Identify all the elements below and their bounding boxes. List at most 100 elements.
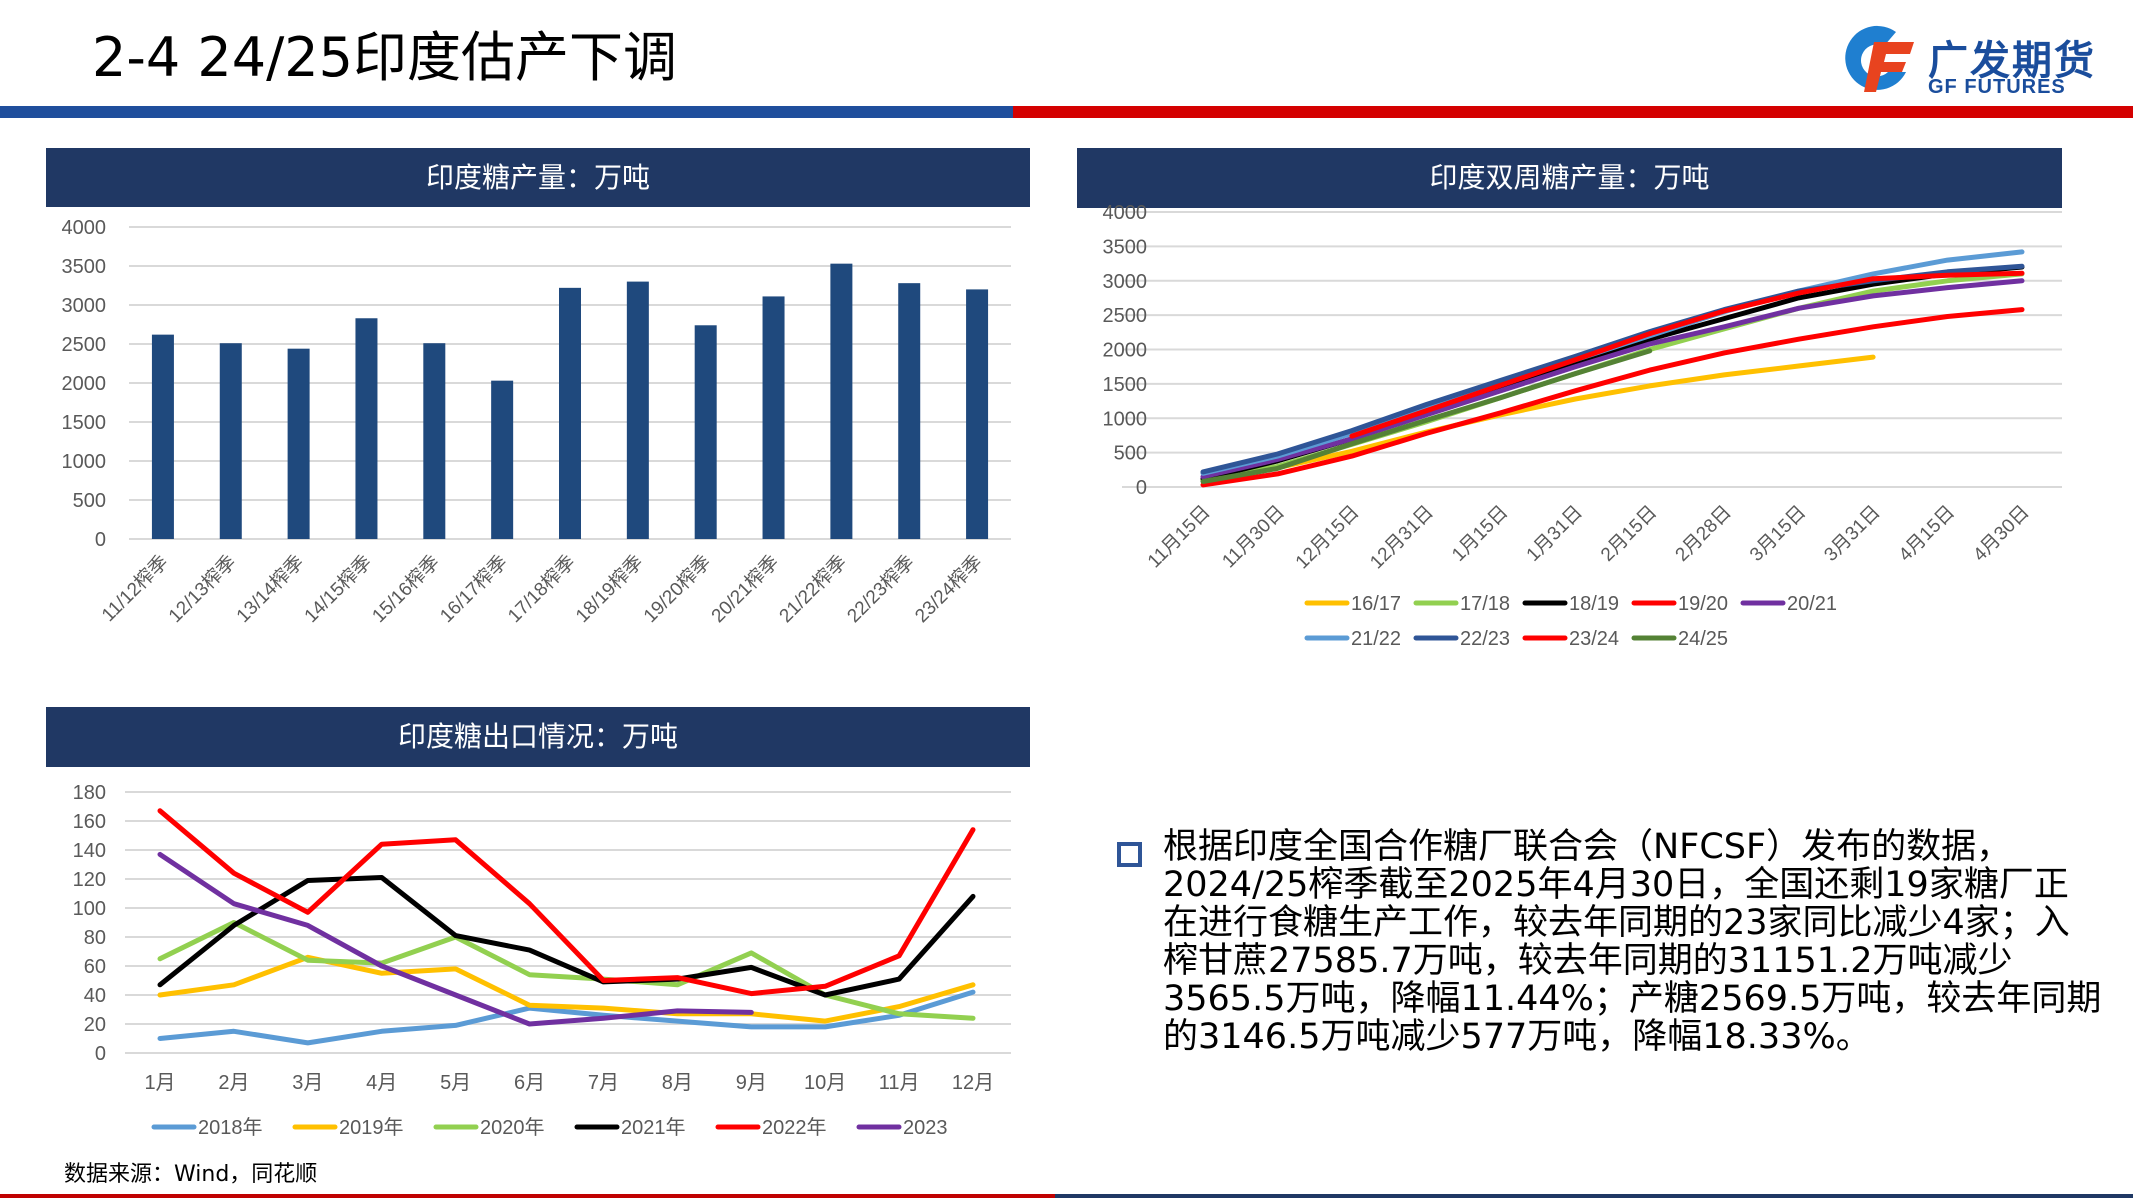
x-tick-label: 17/18榨季 — [503, 551, 579, 627]
series-line-22/23 — [1200, 263, 2025, 475]
x-tick-label: 3月31日 — [1820, 502, 1884, 566]
y-tick-label: 2500 — [62, 334, 107, 356]
x-tick-label: 4月15日 — [1895, 502, 1959, 566]
biweekly-chart-title: 印度双周糖产量：万吨 — [1077, 148, 2062, 208]
x-tick-label: 5月 — [440, 1072, 471, 1094]
series-line-2022年 — [157, 808, 976, 997]
legend-label: 20/21 — [1787, 593, 1837, 615]
legend-label: 2020年 — [480, 1116, 545, 1139]
y-tick-label: 2000 — [62, 373, 107, 395]
bar — [898, 283, 921, 539]
data-source-note: 数据来源：Wind，同花顺 — [64, 1162, 318, 1187]
x-tick-label: 16/17榨季 — [436, 551, 512, 627]
x-tick-label: 1月 — [144, 1072, 175, 1094]
x-tick-label: 19/20榨季 — [639, 551, 715, 627]
logo-text-cn: 广发期货 — [1928, 38, 2096, 84]
bar — [694, 325, 717, 539]
series-line-24/25 — [1200, 348, 1653, 484]
x-tick-label: 10月 — [804, 1072, 846, 1094]
logo-text-en: GF FUTURES — [1928, 76, 2066, 98]
bar — [626, 281, 649, 539]
footer-divider-red — [0, 1194, 1055, 1198]
production-chart-title: 印度糖产量：万吨 — [46, 148, 1030, 207]
y-tick-label: 40 — [84, 985, 106, 1007]
x-tick-label: 23/24榨季 — [911, 551, 987, 627]
x-tick-label: 12/13榨季 — [164, 551, 240, 627]
y-tick-label: 160 — [73, 811, 106, 833]
x-tick-label: 7月 — [588, 1072, 619, 1094]
legend-label: 21/22 — [1351, 628, 1401, 650]
y-tick-label: 2500 — [1103, 305, 1148, 327]
x-tick-label: 8月 — [662, 1072, 693, 1094]
x-tick-label: 2月15日 — [1597, 502, 1661, 566]
series-line-2018年 — [157, 989, 976, 1046]
y-tick-label: 3000 — [1103, 271, 1148, 293]
x-tick-label: 15/16榨季 — [368, 551, 444, 627]
x-tick-label: 21/22榨季 — [775, 551, 851, 627]
legend-label: 16/17 — [1351, 593, 1401, 615]
y-tick-label: 0 — [95, 529, 106, 551]
header-divider-red — [1013, 106, 2133, 118]
y-tick-label: 4000 — [1103, 202, 1148, 224]
x-tick-label: 13/14榨季 — [232, 551, 308, 627]
x-tick-label: 11月 — [879, 1072, 920, 1094]
x-tick-label: 11月15日 — [1144, 502, 1215, 573]
x-tick-label: 2月 — [218, 1072, 249, 1094]
x-tick-label: 11/12榨季 — [97, 551, 172, 626]
bar — [966, 289, 989, 539]
y-tick-label: 1000 — [1103, 408, 1148, 430]
x-tick-label: 9月 — [736, 1072, 767, 1094]
india-sugar-export-line-chart: 0 20 40 60 80 100 120 140 160 180 1月 2月 3月 4月 5月 6月 7月 8月… — [73, 782, 1011, 1139]
bar — [491, 380, 514, 539]
legend-label: 2021年 — [621, 1116, 686, 1139]
page-title: 2-4 24/25印度估产下调 — [92, 26, 677, 89]
square-bullet-icon — [1117, 842, 1142, 867]
gf-futures-logo: 广发期货 GF FUTURES — [1836, 20, 2133, 106]
y-tick-label: 3000 — [62, 295, 107, 317]
series-line-16/17 — [1200, 354, 1876, 483]
legend-label: 2019年 — [339, 1116, 404, 1139]
bar — [219, 343, 242, 539]
series-line-2019年 — [157, 954, 976, 1024]
series-line-23/24 — [1349, 270, 2025, 439]
x-tick-label: 20/21榨季 — [707, 551, 783, 627]
summary-paragraph: 根据印度全国合作糖厂联合会（NFCSF）发布的数据，2024/25榨季截至202… — [1163, 827, 2102, 1057]
bar — [559, 287, 581, 539]
x-tick-label: 6月 — [514, 1072, 545, 1094]
india-sugar-production-bar-chart: 0500100015002000250030003500400011/12榨季1… — [62, 217, 1011, 627]
india-biweekly-production-line-chart: 0 500 1000 1500 2000 2500 3000 3500 4000 11月15日 11… — [1103, 202, 2062, 650]
y-tick-label: 0 — [1136, 477, 1147, 499]
series-line-2020年 — [157, 920, 976, 1021]
y-tick-label: 500 — [1114, 443, 1147, 465]
series-line-2021年 — [157, 875, 976, 998]
x-tick-label: 2月28日 — [1672, 502, 1736, 566]
y-tick-label: 1500 — [1103, 374, 1148, 396]
y-tick-label: 180 — [73, 782, 106, 804]
y-tick-label: 80 — [84, 927, 106, 949]
bar — [151, 334, 174, 539]
x-tick-label: 22/23榨季 — [843, 551, 919, 627]
y-tick-label: 2000 — [1103, 340, 1148, 362]
y-tick-label: 1000 — [62, 451, 107, 473]
export-chart-title: 印度糖出口情况：万吨 — [46, 707, 1030, 767]
y-tick-label: 3500 — [62, 256, 107, 278]
x-tick-label: 18/19榨季 — [571, 551, 647, 627]
x-tick-label: 3月15日 — [1746, 502, 1810, 566]
bar — [423, 343, 446, 539]
x-tick-label: 1月15日 — [1448, 502, 1512, 566]
legend-label: 23/24 — [1569, 628, 1619, 650]
legend-label: 2018年 — [198, 1116, 263, 1139]
bar — [830, 263, 853, 539]
bar — [355, 318, 378, 539]
y-tick-label: 100 — [73, 898, 106, 920]
x-tick-label: 4月30日 — [1969, 502, 2033, 566]
header-divider-blue — [0, 106, 1013, 118]
legend-label: 2022年 — [762, 1116, 827, 1139]
y-tick-label: 4000 — [62, 217, 107, 239]
series-line-19/20 — [1200, 307, 2025, 488]
y-tick-label: 0 — [95, 1043, 106, 1065]
footer-divider-blue — [1055, 1194, 2133, 1198]
y-tick-label: 1500 — [62, 412, 107, 434]
y-tick-label: 120 — [73, 869, 106, 891]
x-tick-label: 1月31日 — [1523, 502, 1587, 566]
